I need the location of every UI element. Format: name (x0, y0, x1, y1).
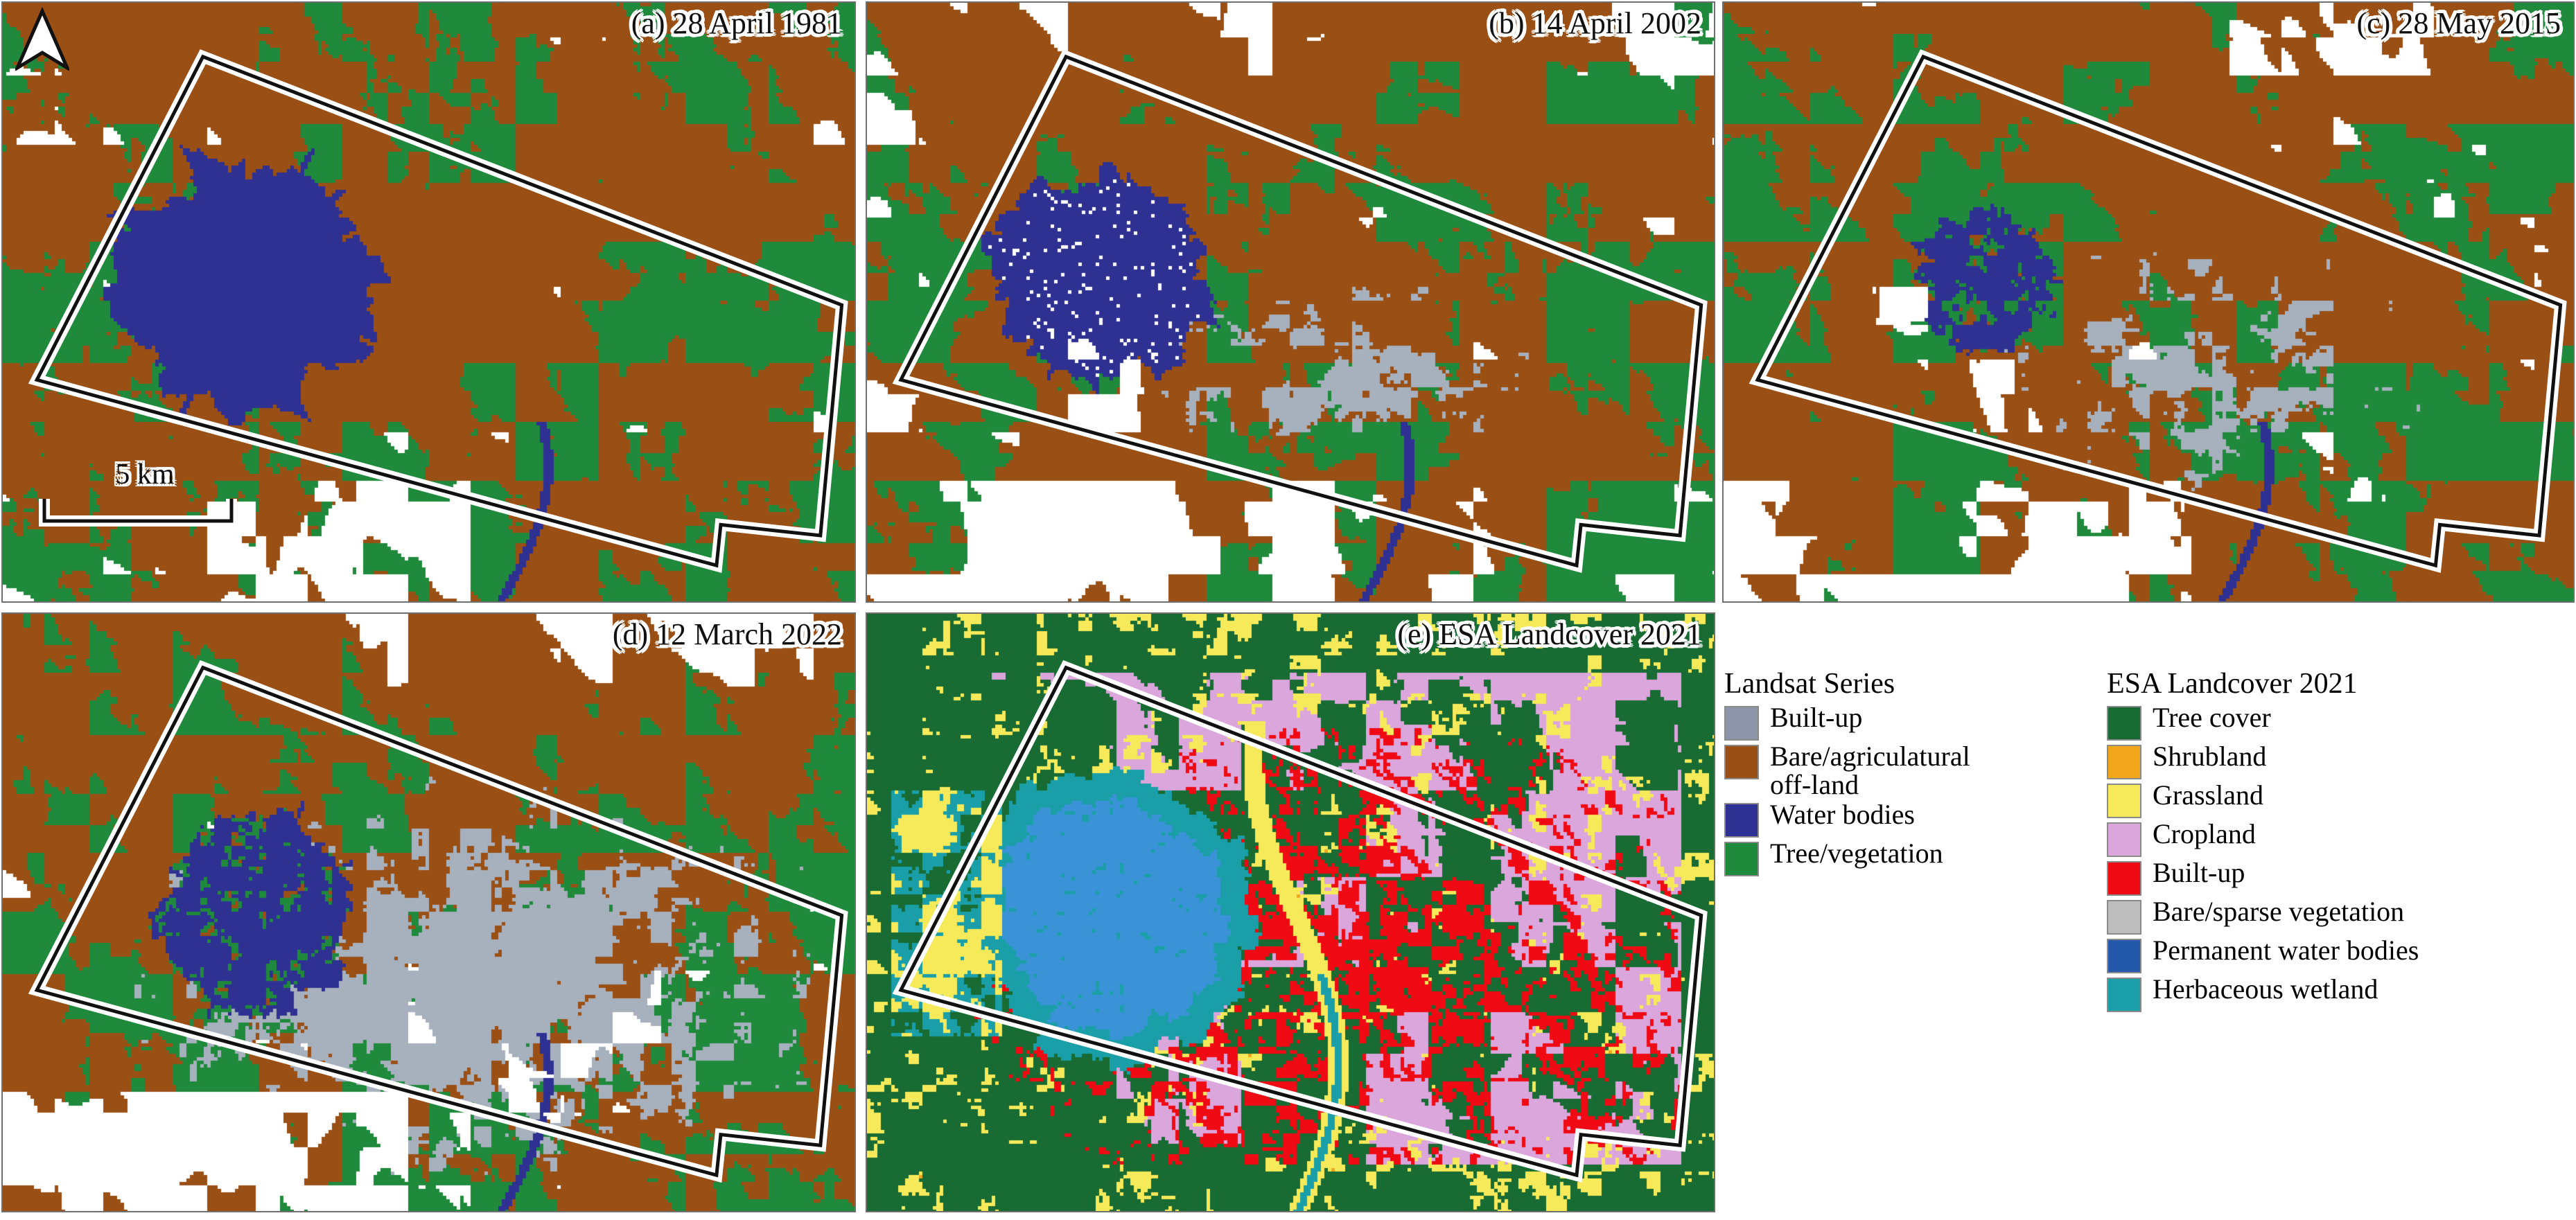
legend-item[interactable]: Built-up (2107, 858, 2419, 896)
study-area-boundary-overlay (892, 660, 1708, 1183)
map-panel-c: (c) 28 May 2015 (1722, 1, 2575, 603)
legend-swatch-icon (2107, 861, 2141, 896)
legend-item[interactable]: Cropland (2107, 818, 2419, 858)
study-area-boundary-overlay (892, 49, 1708, 574)
legend-item-label: Tree/vegetation (1770, 838, 1943, 869)
legend-item[interactable]: Water bodies (1724, 800, 1970, 838)
legend-swatch-icon (2107, 900, 2141, 935)
landsat-legend-title: Landsat Series (1724, 668, 1895, 700)
legend-item-label: Herbaceous wetland (2153, 973, 2378, 1005)
legend-swatch-icon (2107, 745, 2141, 780)
legend-item[interactable]: Built-up (1724, 703, 1970, 741)
legend-item[interactable]: Herbaceous wetland (2107, 973, 2419, 1013)
study-area-boundary-overlay (28, 660, 848, 1183)
landcover-raster-e (867, 614, 1714, 1211)
legend-item[interactable]: Bare/agriculatural off-land (1724, 742, 1970, 799)
legend-swatch-icon (2107, 978, 2141, 1013)
legend-swatch-icon (2107, 939, 2141, 974)
panel-title-c: (c) 28 May 2015 (2356, 6, 2561, 40)
landcover-raster-c (1724, 3, 2573, 601)
legend-swatch-icon (1724, 745, 1759, 780)
esa-legend: ESA Landcover 2021 Tree cover Shrubland Gra… (2107, 669, 2419, 1014)
landcover-raster-a (3, 3, 855, 601)
panel-title-a: (a) 28 April 1981 (631, 6, 842, 40)
scale-bar-label: 5 km (115, 459, 175, 490)
legend-item-label: Water bodies (1770, 799, 1915, 831)
legend-item[interactable]: Tree/vegetation (1724, 838, 1970, 877)
legend-item-label: Bare/agriculatural off-land (1770, 741, 1970, 801)
map-panel-b: (b) 14 April 2002 (866, 1, 1715, 603)
scale-bar-graphic (39, 499, 237, 527)
map-panel-a: 5 km (a) 28 April 1981 (1, 1, 856, 603)
legend-swatch-icon (2107, 706, 2141, 741)
north-arrow-icon (15, 7, 69, 71)
map-panel-d: (d) 12 March 2022 (1, 612, 856, 1212)
legend-item[interactable]: Tree cover (2107, 703, 2419, 741)
legend-swatch-icon (2107, 822, 2141, 858)
legend-item[interactable]: Permanent water bodies (2107, 935, 2419, 974)
scale-bar: 5 km (37, 460, 252, 528)
panel-title-e: (e) ESA Landcover 2021 (1397, 617, 1701, 651)
legend-item-label: Permanent water bodies (2153, 935, 2419, 966)
landcover-raster-b (867, 3, 1714, 601)
study-area-boundary-overlay (28, 49, 848, 574)
landsat-legend: Landsat Series Built-up Bare/agriculatural… (1724, 669, 1970, 878)
legend-item-label: Shrubland (2153, 741, 2267, 772)
legend-item[interactable]: Bare/sparse vegetation (2107, 897, 2419, 935)
legend-item-label: Grassland (2153, 779, 2263, 811)
study-area-boundary-overlay (1749, 49, 2567, 574)
legend-item-label: Built-up (1770, 702, 1863, 734)
legend-item-label: Bare/sparse vegetation (2153, 896, 2405, 928)
legend-item-label: Cropland (2153, 818, 2256, 850)
map-panel-e: (e) ESA Landcover 2021 (866, 612, 1715, 1212)
legend-item-label: Tree cover (2153, 702, 2271, 734)
legend-item[interactable]: Grassland (2107, 779, 2419, 819)
legend-swatch-icon (1724, 706, 1759, 741)
legend-swatch-icon (1724, 842, 1759, 877)
panel-title-d: (d) 12 March 2022 (612, 617, 842, 651)
panel-title-b: (b) 14 April 2002 (1489, 6, 1701, 40)
legend-swatch-icon (2107, 784, 2141, 819)
landcover-raster-d (3, 614, 855, 1211)
legend-item[interactable]: Shrubland (2107, 741, 2419, 780)
legend-swatch-icon (1724, 803, 1759, 838)
esa-legend-title: ESA Landcover 2021 (2107, 668, 2358, 700)
legend-item-label: Built-up (2153, 857, 2245, 889)
